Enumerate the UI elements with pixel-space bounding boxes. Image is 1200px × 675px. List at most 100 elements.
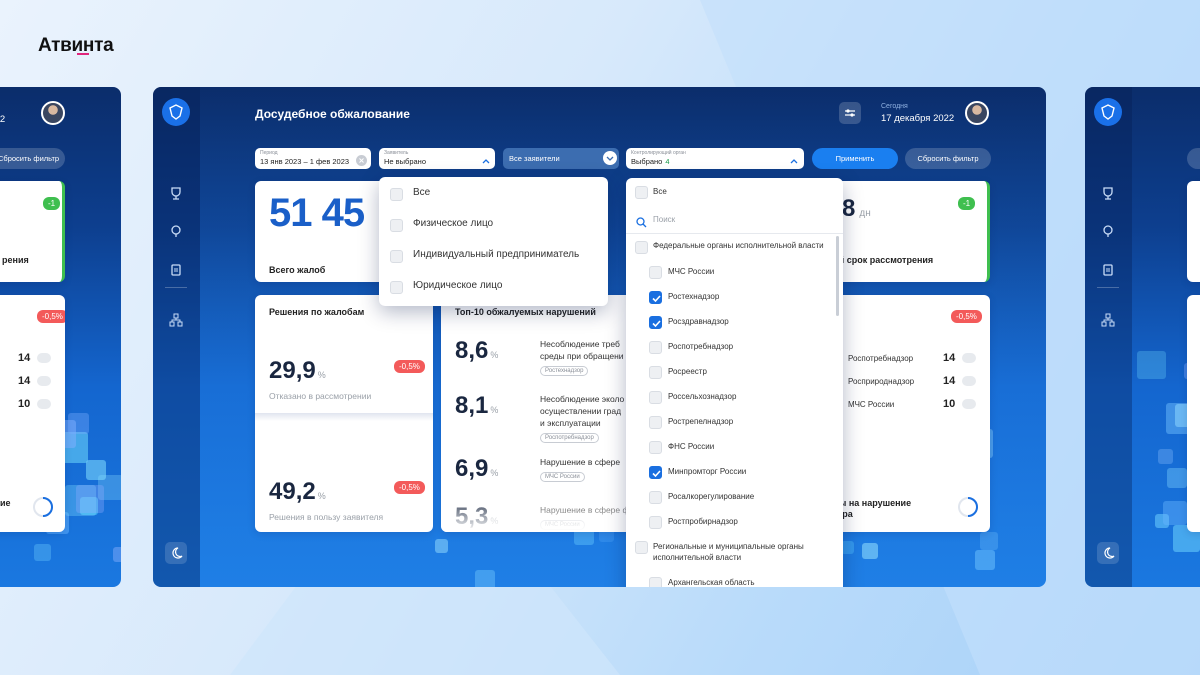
rp-theme-toggle[interactable] bbox=[1097, 542, 1119, 564]
checkbox[interactable] bbox=[649, 516, 662, 529]
user-avatar[interactable] bbox=[41, 101, 65, 125]
total-label: Всего жалоб bbox=[269, 265, 326, 275]
checkbox[interactable] bbox=[649, 341, 662, 354]
filter-toggle[interactable] bbox=[839, 102, 861, 124]
authority-row-toggle[interactable] bbox=[962, 376, 976, 386]
checkbox[interactable] bbox=[390, 219, 403, 232]
authority-option[interactable]: Минпромторг России bbox=[668, 467, 747, 476]
applicant-option[interactable]: Индивидуальный предприниматель bbox=[413, 249, 580, 260]
applicant-chevron-glyph bbox=[482, 159, 490, 164]
lp-count: 14 bbox=[18, 352, 31, 364]
period-filter[interactable]: Период 13 янв 2023 – 1 фев 2023 bbox=[255, 148, 371, 169]
emblem-logo[interactable] bbox=[162, 98, 190, 126]
sidebar-icon[interactable] bbox=[1101, 186, 1115, 200]
authority-value: Выбрано 4 bbox=[631, 157, 670, 166]
all-applicants-chevron bbox=[603, 151, 617, 165]
checkbox[interactable] bbox=[635, 541, 648, 554]
checkbox[interactable] bbox=[390, 281, 403, 294]
lp-date: 2022 bbox=[0, 114, 6, 125]
authority-option[interactable]: Роспотребнадзор bbox=[668, 342, 734, 351]
applicant-option[interactable]: Юридическое лицо bbox=[413, 280, 503, 291]
sidebar bbox=[153, 87, 200, 587]
authority-option[interactable]: ФНС России bbox=[668, 442, 715, 451]
violation-tag: Роспотребнадзор bbox=[540, 433, 599, 443]
reset-button[interactable]: Сбросить фильтр bbox=[905, 148, 991, 169]
clear-period-glyph bbox=[356, 155, 367, 166]
checkbox[interactable] bbox=[635, 241, 648, 254]
sidebar-icon[interactable] bbox=[169, 186, 183, 200]
rp-button[interactable] bbox=[1187, 148, 1200, 169]
authority-option[interactable]: Ростпробирнадзор bbox=[668, 517, 738, 526]
checkbox[interactable] bbox=[649, 441, 662, 454]
authority-option[interactable]: Росреестр bbox=[668, 367, 707, 376]
sidebar-icon[interactable] bbox=[1101, 263, 1115, 277]
apply-button[interactable]: Применить bbox=[812, 148, 898, 169]
today-date: 17 декабря 2022 bbox=[881, 113, 955, 124]
sidebar-icon[interactable] bbox=[169, 313, 183, 327]
violation-number: 8,6 bbox=[455, 337, 489, 364]
authority-filter[interactable]: Контролирующий орган Выбрано 4 bbox=[626, 148, 804, 169]
decor-cube bbox=[974, 549, 995, 570]
decor-cube bbox=[1157, 448, 1173, 464]
checkbox[interactable] bbox=[390, 188, 403, 201]
clear-period[interactable] bbox=[356, 153, 367, 166]
applicant-option[interactable]: Все bbox=[413, 187, 431, 198]
check-mark bbox=[652, 320, 661, 328]
emblem-logo-glyph bbox=[1094, 98, 1122, 126]
applicant-chevron bbox=[481, 154, 491, 164]
authority-row-toggle[interactable] bbox=[962, 353, 976, 363]
violation-unit: % bbox=[490, 405, 499, 415]
checkbox[interactable] bbox=[649, 266, 662, 279]
violation-number: 6,9 bbox=[455, 455, 489, 482]
decision-unit: % bbox=[317, 491, 326, 501]
checkbox[interactable] bbox=[649, 577, 662, 587]
checkbox[interactable] bbox=[635, 186, 648, 199]
all-applicants-select[interactable]: Все заявители bbox=[503, 148, 619, 169]
lp-reset-button[interactable]: Сбросить фильтр bbox=[0, 148, 65, 169]
sidebar-icon[interactable] bbox=[1101, 313, 1115, 327]
authority-row-toggle[interactable] bbox=[962, 399, 976, 409]
authority-option[interactable]: МЧС России bbox=[668, 267, 715, 276]
checkbox[interactable] bbox=[649, 491, 662, 504]
emblem-logo[interactable] bbox=[1094, 98, 1122, 126]
checkbox[interactable] bbox=[649, 416, 662, 429]
sidebar-icon-glyph bbox=[1103, 187, 1113, 200]
authority-dropdown[interactable]: Все Поиск Федеральные органы исполнительно… bbox=[626, 178, 843, 587]
applicant-option[interactable]: Физическое лицо bbox=[413, 218, 494, 229]
dropdown-scrollbar bbox=[836, 236, 839, 316]
authority-option[interactable]: Росалкорегулирование bbox=[668, 492, 755, 501]
applicant-filter[interactable]: Заявитель Не выбрано bbox=[379, 148, 495, 169]
lp-toggle bbox=[37, 399, 51, 409]
checkbox[interactable] bbox=[649, 391, 662, 404]
theme-toggle[interactable] bbox=[165, 542, 187, 564]
sidebar-icon[interactable] bbox=[1101, 224, 1115, 238]
avg-term-badge: -1 bbox=[958, 197, 976, 210]
authority-search[interactable]: Поиск bbox=[653, 215, 676, 224]
sidebar-icon[interactable] bbox=[169, 224, 183, 238]
sidebar-icon[interactable] bbox=[169, 263, 183, 277]
search-icon bbox=[636, 215, 647, 228]
authority-option[interactable]: Рострепелнадзор bbox=[668, 417, 734, 426]
lp-term-card: -1 рения bbox=[0, 181, 65, 282]
violation-share: 8,1% bbox=[455, 392, 498, 420]
checkbox[interactable] bbox=[649, 366, 662, 379]
authority-all[interactable]: Все bbox=[653, 187, 667, 196]
lp-authorities-card: -0,5% 14 14 10 ие bbox=[0, 295, 65, 532]
today-label: Сегодня bbox=[881, 103, 908, 110]
applicant-dropdown[interactable]: Все Физическое лицо Индивидуальный предпри… bbox=[379, 177, 608, 306]
reset-text: Сбросить фильтр bbox=[917, 154, 979, 163]
authority-group[interactable]: Федеральные органы исполнительной власти bbox=[653, 241, 824, 250]
checkbox[interactable] bbox=[649, 466, 662, 479]
checkbox[interactable] bbox=[390, 250, 403, 263]
authority-group[interactable]: Региональные и муниципальные органы испо… bbox=[653, 542, 804, 562]
brand-logo: Атвинта bbox=[38, 35, 114, 56]
checkbox[interactable] bbox=[649, 291, 662, 304]
authority-option[interactable]: Россельхознадзор bbox=[668, 392, 737, 401]
decision-number: 29,9 bbox=[269, 357, 316, 384]
authority-option[interactable]: Росздравнадзор bbox=[668, 317, 729, 326]
user-avatar[interactable] bbox=[965, 101, 989, 125]
checkbox[interactable] bbox=[649, 316, 662, 329]
authority-row-count: 14 bbox=[943, 375, 956, 387]
authority-option[interactable]: Архангельская область bbox=[668, 578, 755, 587]
authority-option[interactable]: Ростехнадзор bbox=[668, 292, 720, 301]
